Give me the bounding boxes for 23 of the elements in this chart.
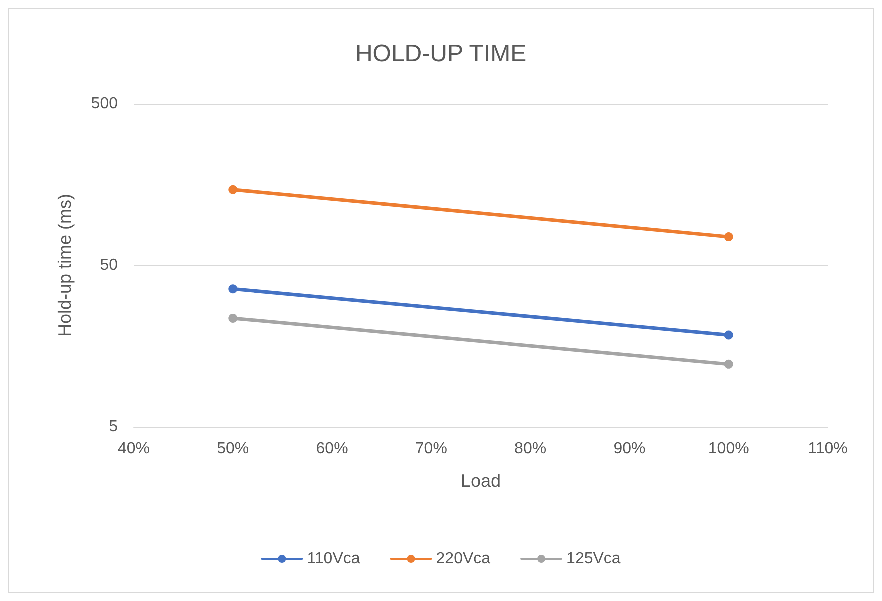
point bbox=[228, 284, 238, 294]
x-tick-label: 90% bbox=[614, 440, 646, 458]
x-tick-label: 110% bbox=[808, 440, 848, 458]
legend-label: 220Vca bbox=[436, 550, 491, 568]
x-tick-label: 50% bbox=[217, 440, 250, 458]
point bbox=[228, 185, 238, 194]
chart-title: HOLD-UP TIME bbox=[355, 40, 527, 68]
x-axis-title: Load bbox=[460, 471, 502, 491]
x-tick-label: 100% bbox=[708, 440, 750, 458]
y-tick-label: 500 bbox=[91, 96, 118, 112]
point bbox=[724, 360, 734, 369]
point bbox=[228, 314, 238, 323]
x-tick-label: 70% bbox=[415, 440, 448, 458]
y-tick-label: 5 bbox=[109, 418, 118, 436]
x-tick-label: 40% bbox=[118, 440, 150, 458]
legend-label: 110Vca bbox=[307, 550, 360, 568]
y-tick-label: 50 bbox=[100, 257, 118, 274]
point bbox=[724, 232, 734, 242]
y-axis-title: Hold-up time (ms) bbox=[55, 194, 75, 338]
legend-label: 125Vca bbox=[566, 550, 621, 568]
x-tick-label: 60% bbox=[316, 440, 348, 458]
point bbox=[724, 330, 734, 340]
x-tick-label: 80% bbox=[514, 440, 547, 458]
